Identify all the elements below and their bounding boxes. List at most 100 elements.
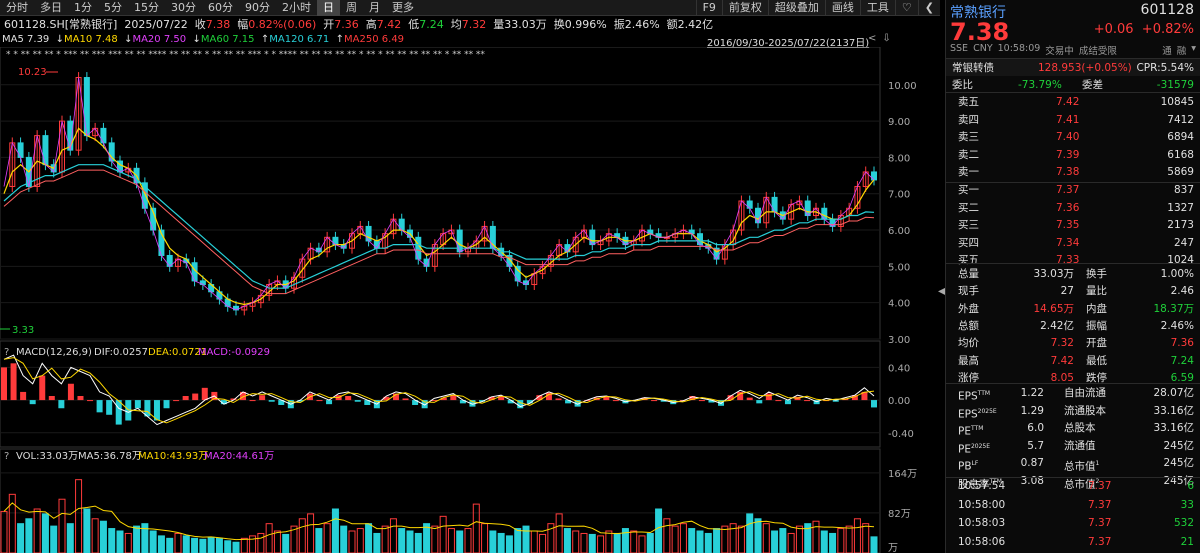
price-tick-label: 8.00 [888,153,910,164]
volume-bar [655,508,663,553]
stat-label: 外盘 [958,302,979,315]
volume-bar [464,528,472,553]
macd-bar [345,396,352,401]
ma10-label: MA10 [64,34,93,45]
candle-body [365,225,372,242]
fund-label: 股息率TTM [958,473,1002,494]
stat-value: 33.03万 [1033,268,1074,280]
macd-bar [727,395,734,401]
adjust-button[interactable]: 前复权 [721,0,768,16]
period-tab[interactable]: 60分 [208,0,233,14]
fund-label-text: 股息率 [958,478,990,490]
overlay-button[interactable]: 超级叠加 [767,0,825,16]
bid-row[interactable]: 买三 7.35 2173 [946,217,1200,234]
volume-bar [257,532,265,553]
fund-value: 28.07亿 [1153,387,1194,399]
fund-label: PETTM [958,420,983,441]
convertible-bond-row[interactable]: 常银转债 128.953(+0.05%) CPR:5.54% [946,58,1200,76]
last-price: 7.38 [950,18,1010,46]
volume-help-icon: ? [4,451,9,462]
fund-label-sup: LF [971,460,979,467]
period-tab[interactable]: 1分 [74,0,92,14]
wc-label: 委差 [1082,79,1103,91]
macd-bar [297,400,304,402]
stat-value: 2.46% [1160,319,1194,332]
volume-bar [58,498,66,553]
period-tab[interactable]: 更多 [392,0,414,14]
stat-label: 内盘 [1086,302,1107,315]
wb-label: 委比 [952,79,973,91]
candle-body [83,77,90,137]
date-range[interactable]: 2016/09/30-2025/07/22(2137日) [707,38,870,49]
volume-ma-line [3,502,875,541]
range-back-button[interactable]: < [868,33,877,44]
period-tab[interactable]: 90分 [245,0,270,14]
stock-code: 601128 [1140,2,1194,18]
period-tab[interactable]: 2小时 [282,0,311,14]
sidebar-toggle-icon[interactable]: ◀ [938,286,946,297]
tick-volume: 21 [1180,535,1194,548]
volume-bar [505,535,513,553]
period-tab[interactable]: 30分 [171,0,196,14]
tools-button[interactable]: 工具 [859,0,895,16]
bid-row[interactable]: 买四 7.34 247 [946,235,1200,252]
fund-label-text: 流通值 [1064,439,1096,452]
ask-row[interactable]: 卖五 7.42 10845 [946,94,1200,111]
fund-label-sup: TTM [977,390,991,397]
period-tab[interactable]: 日 [317,0,340,16]
volume-bar [737,525,745,553]
macd-bar [259,395,266,401]
quote-info-bar: 601128.SH[常熟银行] 2025/07/22 收7.38 幅0.82%(… [0,16,940,33]
collapse-icon[interactable]: ❮ [917,0,940,16]
stat-row: 外盘 14.65万 内盘 18.37万 [946,301,1200,318]
ask-row[interactable]: 卖一 7.38 5869 [946,164,1200,181]
volume-bar [771,530,779,553]
fund-label: 总股本 [1064,420,1096,437]
ask-row[interactable]: 卖三 7.40 6894 [946,129,1200,146]
volume-bar [530,530,538,553]
favorite-icon[interactable]: ♡ [894,0,918,16]
period-tab[interactable]: 15分 [134,0,159,14]
ask-row[interactable]: 卖二 7.39 6168 [946,147,1200,164]
period-tab[interactable]: 5分 [104,0,122,14]
volume-bar [812,520,820,553]
period-tab[interactable]: 月 [369,0,380,14]
draw-line-button[interactable]: 画线 [824,0,860,16]
macd-bar [163,400,170,409]
fund-label-text: PE [958,443,971,455]
volume-bar [563,528,571,553]
kline-chart[interactable]: * * ** ** ** * *** ** *** *** ** ** ****… [0,47,935,553]
ask-label: 卖四 [958,113,979,126]
ma5-value: 7.39 [27,34,50,45]
f9-button[interactable]: F9 [695,0,722,16]
macd-bar [58,400,65,409]
volume-bar [323,523,331,553]
candle-body [804,200,811,217]
ma120-label: MA120 [269,34,304,45]
macd-bar [29,400,36,405]
macd-bar [115,400,122,425]
ask-row[interactable]: 卖四 7.41 7412 [946,112,1200,129]
volume-bar [414,532,422,553]
volume-bar [597,535,605,553]
macd-bar [402,398,409,401]
amp-value: 2.46% [624,18,660,31]
wb-value: -73.79% [1018,79,1062,91]
bid-row[interactable]: 买一 7.37 837 [946,182,1200,199]
period-tab[interactable]: 周 [346,0,357,14]
high-value: 7.42 [376,18,402,31]
macd-bar [392,393,399,401]
range-down-button[interactable]: ⇩ [882,33,891,44]
stat-row: 现手 27 量比 2.46 [946,283,1200,300]
bid-row[interactable]: 买二 7.36 1327 [946,200,1200,217]
macd-bar [153,400,160,421]
tick-volume: 33 [1180,498,1194,511]
period-tab[interactable]: 多日 [40,0,62,14]
macd-bar [268,400,275,402]
stat-label: 换手 [1086,268,1107,280]
ma-legend: MA5 7.39 ↓MA10 7.48 ↓MA20 7.50 ↓MA60 7.1… [2,34,405,45]
period-tab[interactable]: 分时 [6,0,28,14]
expand-arrow-icon[interactable]: ▾ [1191,43,1196,54]
fund-label: 总市值2 [1064,473,1099,494]
symbol-label: 601128.SH[常熟银行] [4,18,118,31]
